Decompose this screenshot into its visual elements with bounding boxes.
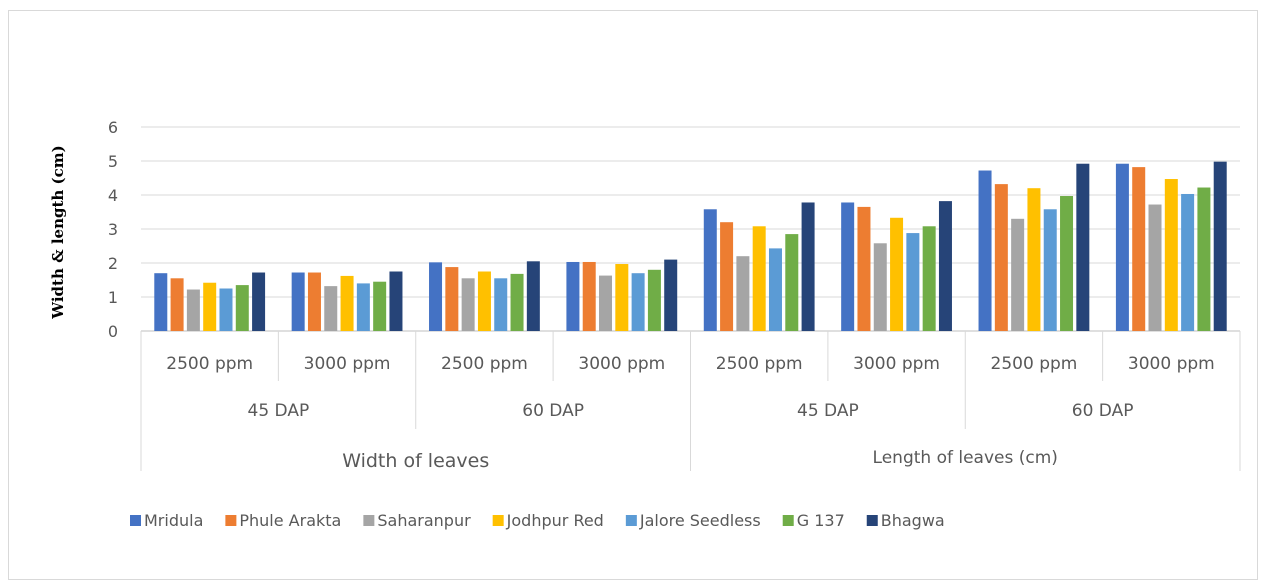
bar [1027,188,1041,331]
x-axis: 2500 ppm 3000 ppm 2500 ppm 3000 ppm 2500 ppm… [140,331,1241,472]
bar [1011,218,1025,331]
legend-label: Phule Arakta [239,511,341,530]
legend-swatch [625,515,637,526]
bar [186,289,200,331]
bar [461,278,475,331]
bar [307,272,321,331]
bar [1076,163,1090,331]
bar [1060,196,1074,331]
x-tick-label: 3000 ppm [578,354,665,374]
bar [477,271,491,331]
legend-swatch [130,515,141,526]
x-tick-label: 2500 ppm [716,354,803,374]
bar [324,286,338,331]
bar [1132,167,1146,331]
legend-swatch [782,515,794,526]
bar [445,267,459,331]
bar [857,206,871,331]
bar [252,272,266,331]
legend-label: G 137 [797,511,845,530]
bar [526,261,540,331]
bar [170,278,184,331]
y-tick-label: 3 [108,220,118,239]
x-tick-label: 2500 ppm [441,354,528,374]
y-axis-label: Width & length (cm) [49,145,67,319]
bar [752,226,766,331]
legend-label: Saharanpur [377,511,471,530]
bar [582,261,596,331]
bar [219,288,233,331]
legend-swatch [866,515,878,526]
x-group-label: 60 DAP [1072,401,1134,421]
bar [736,256,750,331]
bar [566,261,580,331]
bar [906,233,920,331]
bar [664,259,678,331]
y-tick-label: 1 [108,288,118,307]
bar [340,275,354,331]
bar [768,248,782,331]
x-tick-label: 2500 ppm [991,354,1078,374]
y-tick-label: 5 [108,152,118,171]
bar [922,226,936,331]
y-axis-ticks: 0 1 2 3 4 5 6 [108,118,118,341]
bar [235,285,249,331]
y-tick-label: 0 [108,322,118,341]
bar [841,202,855,331]
x-tick-label: 2500 ppm [166,354,253,374]
bar [1213,161,1227,331]
bar [1148,204,1162,331]
bar [429,262,443,331]
bar [1164,179,1178,331]
bar [599,275,613,331]
bar [203,282,217,331]
x-group-label: 45 DAP [248,401,310,421]
x-tick-label: 3000 ppm [853,354,940,374]
bar [291,272,305,331]
y-tick-label: 4 [108,186,118,205]
x-group-label: 45 DAP [797,401,859,421]
legend-swatch [225,515,237,526]
bar [356,283,370,331]
bar [631,273,645,331]
bar [154,273,168,331]
x-tick-label: 3000 ppm [304,354,391,374]
gridlines [141,126,1240,332]
legend-swatch [363,515,375,526]
bar [785,234,799,331]
legend: Mridula Phule Arakta Saharanpur Jodhpur Red… [130,511,945,530]
x-tick-label: 3000 ppm [1128,354,1215,374]
x-top-group-label: Width of leaves [342,450,489,472]
y-tick-label: 2 [108,254,118,273]
legend-label: Mridula [144,511,203,530]
bar [890,217,904,331]
bar [1043,209,1057,331]
legend-swatch [492,515,504,526]
y-tick-label: 6 [108,118,118,137]
bar [703,209,717,331]
bar [389,271,403,331]
bar [994,184,1008,331]
bar [873,243,887,331]
bar [373,281,387,331]
bar [510,273,524,331]
bar [1115,163,1129,331]
legend-label: Bhagwa [881,511,945,530]
bar [1197,187,1211,331]
bar [1181,193,1195,331]
bar [615,264,629,331]
legend-label: Jalore Seedless [639,511,761,530]
bar [494,278,508,331]
bar [647,269,661,331]
bar [801,202,815,331]
legend-label: Jodhpur Red [506,511,604,530]
bar [978,170,992,331]
bars [154,161,1227,331]
bar [938,201,952,331]
x-group-label: 60 DAP [522,401,584,421]
x-top-group-label: Length of leaves (cm) [873,448,1058,468]
bar [720,222,734,331]
